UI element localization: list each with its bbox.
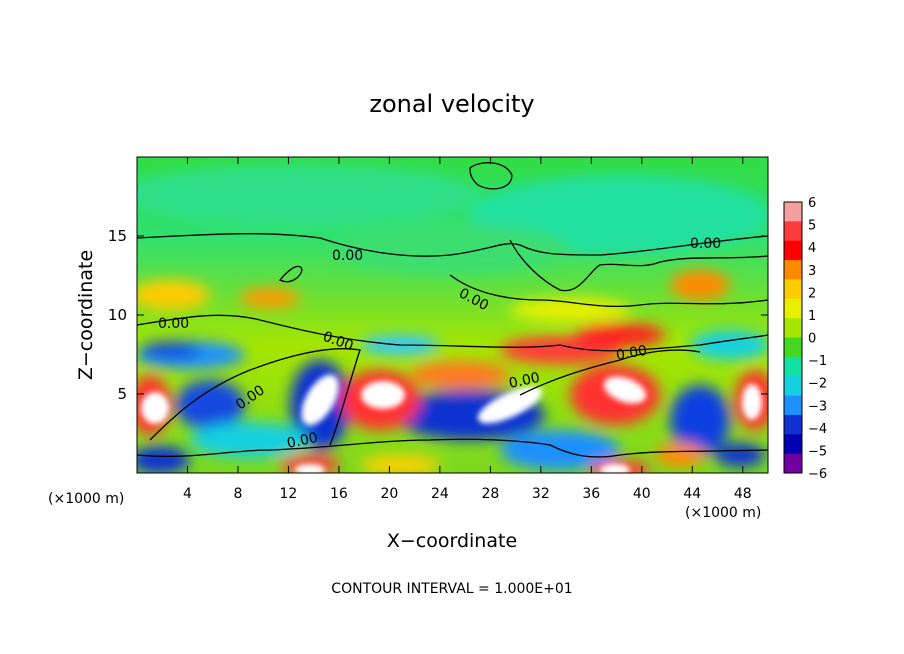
colorbar-tick-label: 5 (808, 219, 816, 234)
x-tick-label: 36 (582, 486, 600, 502)
y-tick-label: 15 (108, 227, 127, 245)
colorbar-swatch (784, 298, 802, 319)
heatmap-field: 0.00 0.00 0.00 0.00 0.00 0.00 0.00 0.00 … (137, 157, 768, 473)
contour-label: 0.00 (690, 236, 721, 252)
chart-title: zonal velocity (369, 90, 534, 118)
colorbar-tick-label: 4 (808, 241, 816, 256)
x-tick-label: 12 (280, 486, 298, 502)
colorbar-swatch (784, 279, 802, 300)
y-axis-label: Z−coordinate (75, 250, 97, 380)
contour-lines (137, 162, 768, 458)
colorbar-swatch (784, 453, 802, 474)
x-tick-label: 32 (532, 486, 550, 502)
x-tick-label: 20 (380, 486, 398, 502)
colorbar-swatch (784, 395, 802, 416)
x-tick-label: 24 (431, 486, 449, 502)
colorbar-swatch (784, 356, 802, 377)
contour-label: 0.00 (286, 430, 320, 452)
colorbar-swatch (784, 202, 802, 222)
x-tick-label: 40 (633, 486, 651, 502)
colorbar-tick-label: −2 (808, 377, 827, 392)
colorbar-swatch (784, 260, 802, 280)
colorbar-swatch (784, 414, 802, 435)
colorbar-swatch (784, 240, 802, 261)
colorbar-swatch (784, 434, 802, 455)
y-axis: 5 10 15 (108, 227, 768, 403)
colorbar-tick-label: 6 (808, 196, 816, 211)
colorbar-tick-label: −1 (808, 354, 827, 369)
contour-label: 0.00 (615, 343, 648, 364)
colorbar-tick-label: −3 (808, 399, 827, 414)
x-unit-right: (×1000 m) (685, 505, 761, 521)
x-tick-label: 44 (683, 486, 701, 502)
x-axis: 4 8 12 16 20 24 28 32 36 40 44 48 (183, 157, 752, 502)
contour-label: 0.00 (332, 248, 363, 264)
colorbar-tick-label: −6 (808, 467, 827, 482)
y-tick-label: 5 (117, 385, 127, 403)
colorbar-frame (783, 201, 803, 474)
colorbar-swatch (784, 376, 802, 397)
colorbar-swatch (784, 337, 802, 358)
x-tick-label: 48 (734, 486, 752, 502)
colorbar-tick-label: −5 (808, 444, 827, 459)
colorbar: 6 5 4 3 2 1 0 −1 −2 −3 −4 −5 −6 (783, 196, 827, 482)
x-axis-label: X−coordinate (387, 530, 517, 552)
colorbar-tick-label: 0 (808, 332, 816, 347)
contour-label: 0.00 (508, 370, 542, 392)
colorbar-tick-label: −4 (808, 422, 827, 437)
colorbar-tick-label: 3 (808, 264, 816, 279)
colorbar-swatch (784, 318, 802, 338)
colorbar-swatch (784, 221, 802, 242)
y-tick-label: 10 (108, 306, 127, 324)
x-tick-label: 8 (233, 486, 242, 502)
contour-interval-note: CONTOUR INTERVAL = 1.000E+01 (331, 581, 572, 597)
colorbar-tick-label: 1 (808, 309, 816, 324)
x-unit-left: (×1000 m) (48, 491, 124, 507)
x-tick-label: 4 (183, 486, 192, 502)
contour-label: 0.00 (158, 316, 189, 332)
x-tick-label: 16 (330, 486, 348, 502)
x-tick-label: 28 (481, 486, 499, 502)
colorbar-tick-label: 2 (808, 286, 816, 301)
